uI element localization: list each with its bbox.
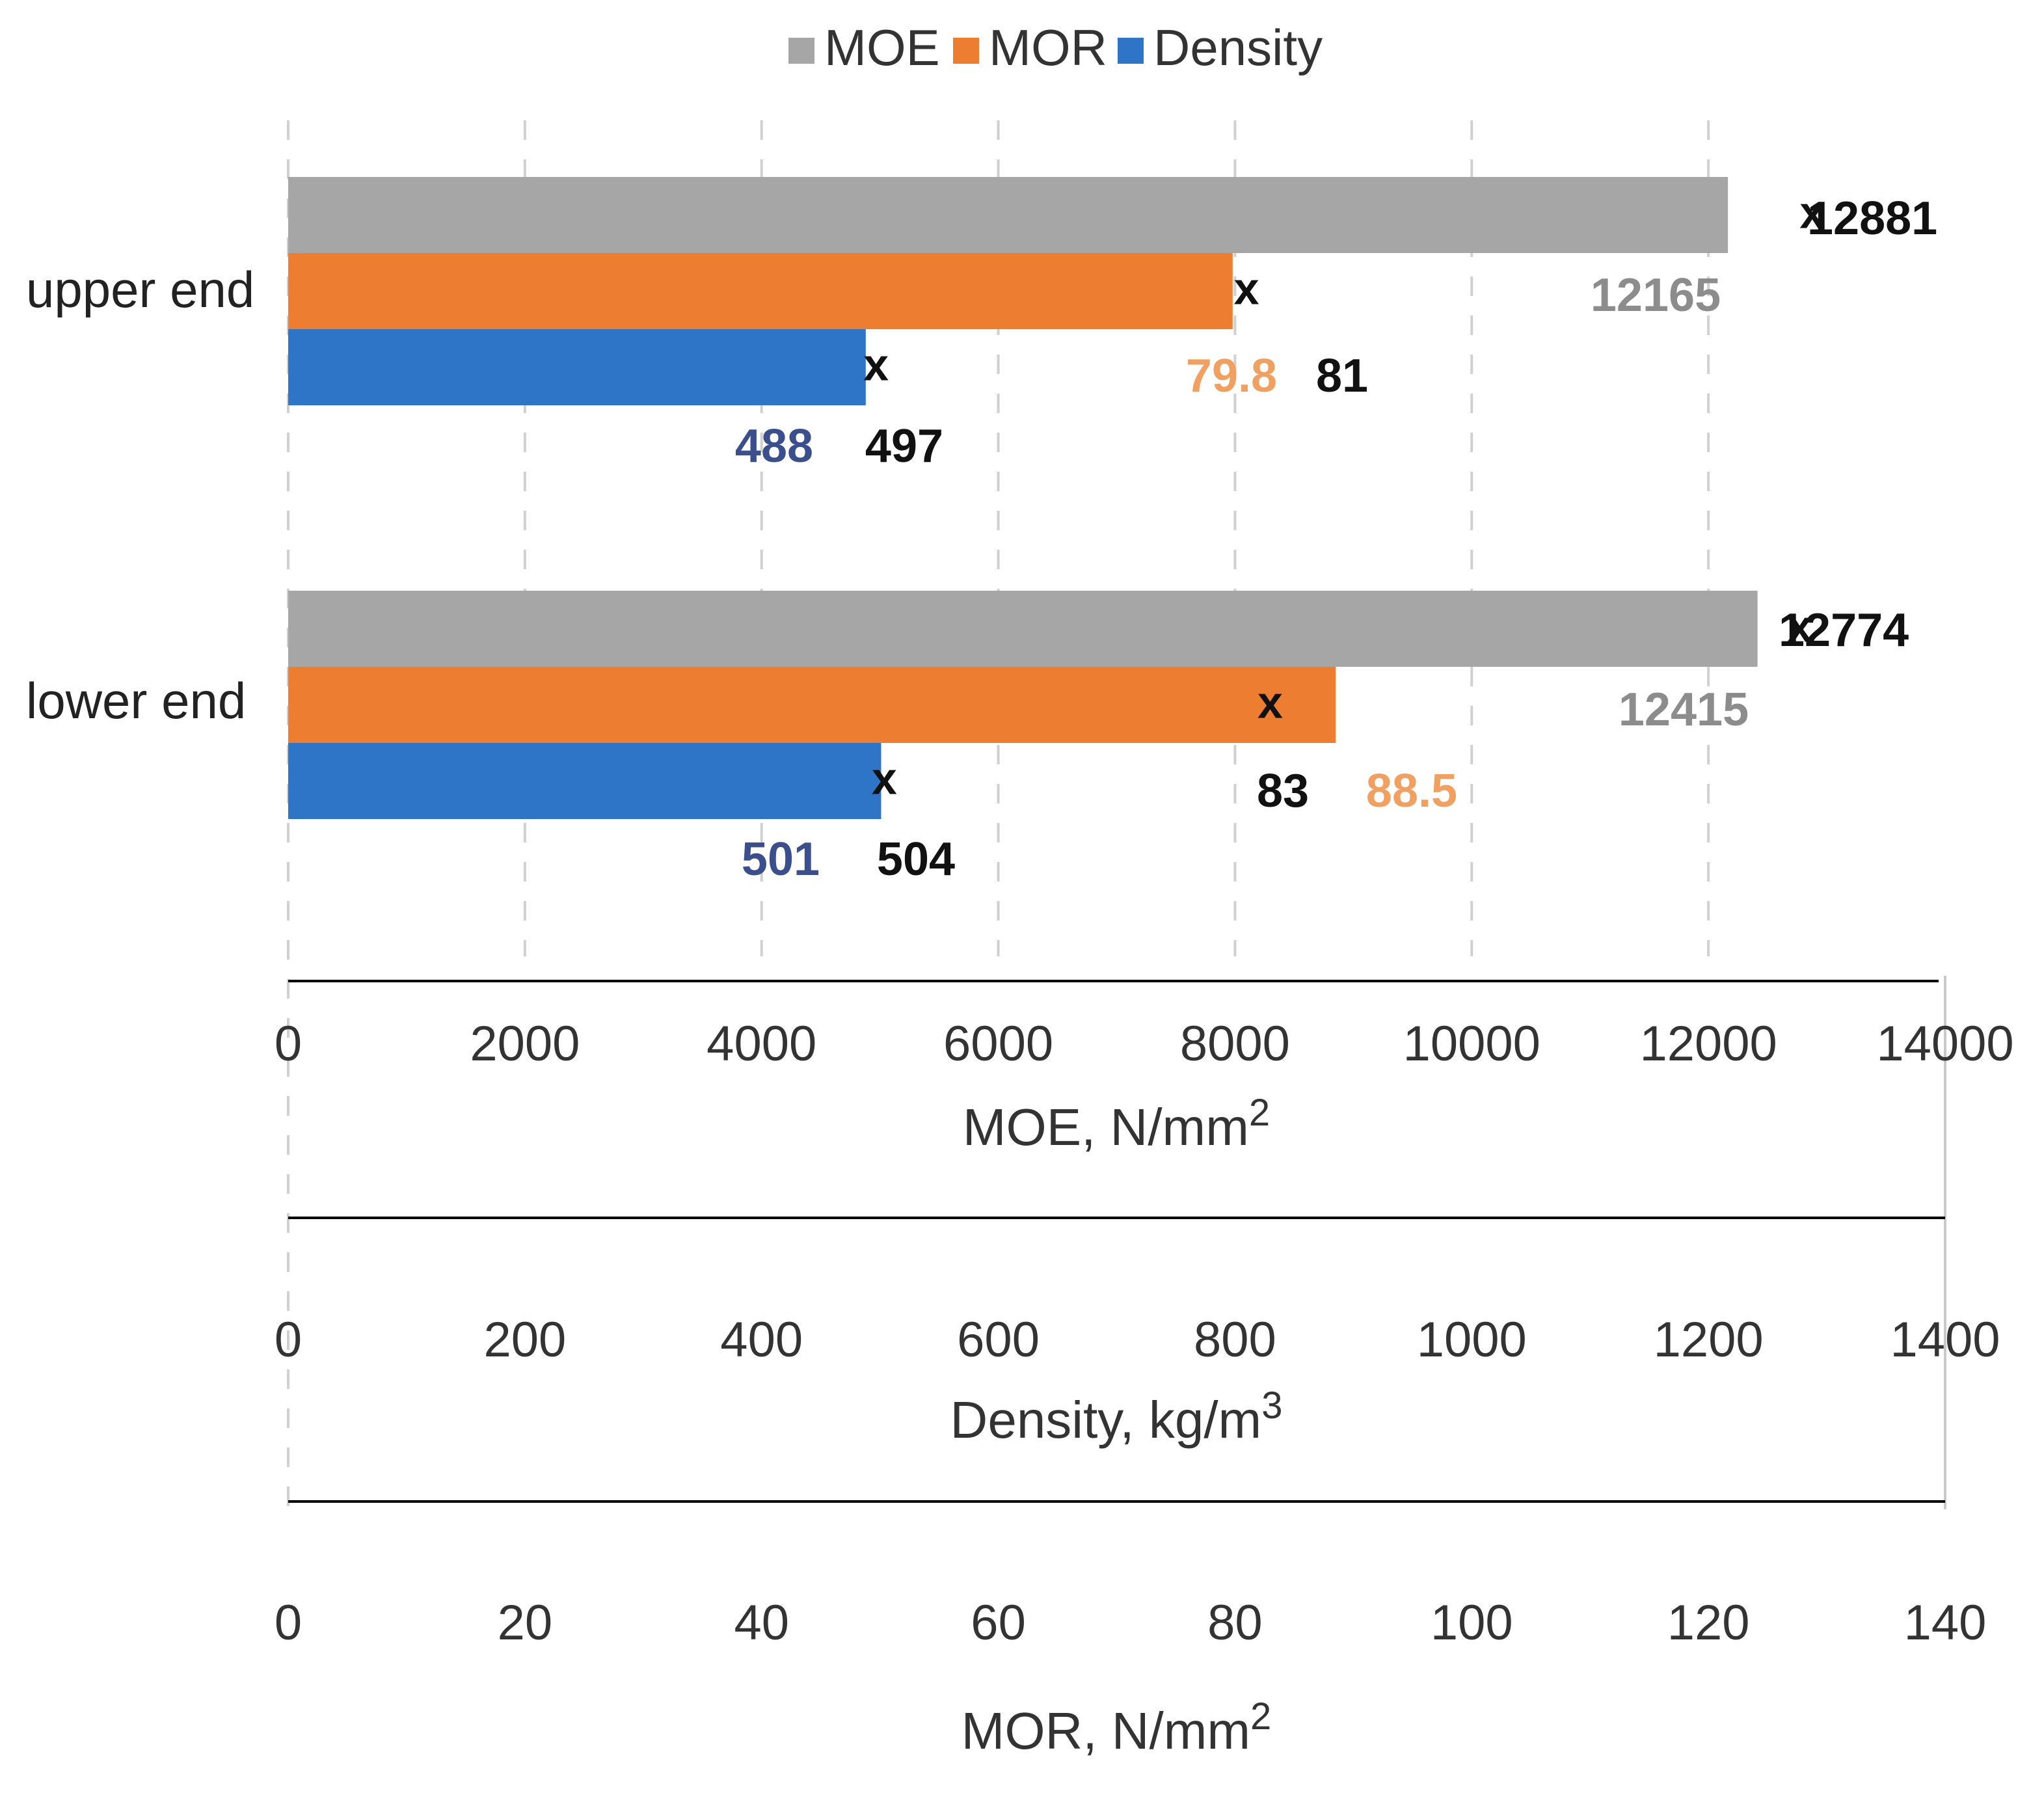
bar-density	[288, 329, 866, 405]
bar-moe	[288, 591, 1758, 667]
data-label: 12415	[1619, 684, 1749, 736]
tick-label-mor: 120	[1667, 1595, 1750, 1650]
tick-label-density: 1400	[1890, 1312, 2000, 1367]
axis-title-superscript: 2	[1250, 1695, 1271, 1738]
tick-label-mor: 140	[1904, 1595, 1987, 1650]
reference-label: 497	[865, 420, 943, 472]
reference-label: 504	[877, 833, 955, 885]
tick-label-density: 600	[957, 1312, 1040, 1367]
category-label: lower end	[26, 672, 246, 729]
data-label: 79.8	[1186, 350, 1277, 402]
tick-label-density: 800	[1194, 1312, 1276, 1367]
bar-density	[288, 743, 881, 819]
data-label: 12165	[1591, 269, 1721, 321]
tick-label-moe: 12000	[1639, 1016, 1777, 1071]
tick-label-moe: 6000	[943, 1016, 1053, 1071]
axis-title-main: MOR, N/mm	[961, 1702, 1250, 1760]
tick-label-density: 1000	[1417, 1312, 1527, 1367]
tick-label-moe: 2000	[470, 1016, 580, 1071]
tick-label-density: 400	[720, 1312, 803, 1367]
axis-title-superscript: 2	[1249, 1092, 1270, 1134]
tick-label-moe: 4000	[706, 1016, 816, 1071]
axis-title-main: Density, kg/m	[950, 1391, 1262, 1449]
data-label: 501	[742, 833, 820, 885]
tick-label-mor: 100	[1431, 1595, 1513, 1650]
reference-marker: x	[872, 753, 897, 804]
tick-label-mor: 80	[1207, 1595, 1263, 1650]
axis-title-main: MOE, N/mm	[963, 1098, 1249, 1156]
category-label: upper end	[26, 261, 254, 318]
axis-title-density: Density, kg/m3	[950, 1384, 1283, 1449]
reference-marker: x	[863, 340, 889, 390]
bar-mor	[288, 667, 1336, 743]
reference-label: 12881	[1807, 193, 1937, 245]
axis-title-superscript: 3	[1261, 1384, 1282, 1427]
bar-moe	[288, 177, 1728, 253]
reference-marker: x	[1257, 677, 1283, 728]
reference-marker: x	[1799, 187, 1825, 238]
reference-label: 12774	[1779, 604, 1909, 656]
data-label: 488	[735, 420, 813, 472]
legend-swatch-density	[1118, 38, 1144, 64]
data-label: 88.5	[1366, 765, 1457, 817]
tick-label-mor: 0	[275, 1595, 302, 1650]
tick-label-moe: 8000	[1180, 1016, 1290, 1071]
legend-label-density: Density	[1153, 19, 1323, 76]
tick-label-mor: 40	[734, 1595, 789, 1650]
tick-label-mor: 20	[498, 1595, 553, 1650]
tick-label-moe: 0	[275, 1016, 302, 1071]
tick-label-density: 0	[275, 1312, 302, 1367]
tick-label-moe: 10000	[1403, 1016, 1540, 1071]
tick-label-mor: 60	[971, 1595, 1026, 1650]
reference-marker: x	[1234, 263, 1259, 314]
reference-marker: x	[1787, 601, 1812, 652]
reference-label: 83	[1257, 765, 1309, 817]
tick-label-moe: 14000	[1876, 1016, 2013, 1071]
bar-mor	[288, 253, 1233, 329]
reference-label: 81	[1316, 350, 1368, 402]
legend-label-moe: MOE	[824, 19, 940, 76]
legend-label-mor: MOR	[989, 19, 1107, 76]
legend-swatch-moe	[788, 38, 814, 64]
axis-title-mor: MOR, N/mm2	[961, 1695, 1272, 1760]
tick-label-density: 200	[483, 1312, 566, 1367]
legend-swatch-mor	[953, 38, 979, 64]
tick-label-density: 1200	[1654, 1312, 1764, 1367]
axis-title-moe: MOE, N/mm2	[963, 1092, 1270, 1156]
